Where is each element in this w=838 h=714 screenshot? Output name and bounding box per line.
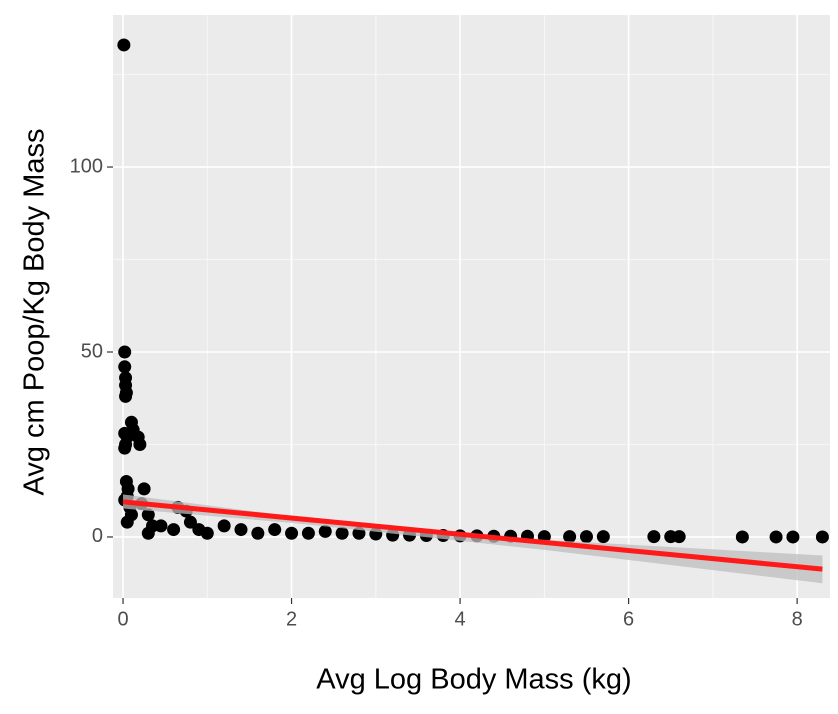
point xyxy=(769,530,783,544)
point xyxy=(200,526,214,540)
panel xyxy=(113,15,830,598)
point xyxy=(672,530,686,544)
point xyxy=(217,519,231,533)
point xyxy=(133,437,147,451)
x-tick-label: 0 xyxy=(117,608,128,630)
point xyxy=(815,530,829,544)
point xyxy=(120,515,134,529)
point xyxy=(786,530,800,544)
y-tick-label: 100 xyxy=(70,155,103,177)
x-tick-label: 4 xyxy=(455,608,466,630)
y-axis-title: Avg cm Poop/Kg Body Mass xyxy=(19,129,51,496)
point xyxy=(154,519,168,533)
point xyxy=(301,526,315,540)
point xyxy=(735,530,749,544)
point xyxy=(234,523,248,537)
point xyxy=(579,530,593,544)
point xyxy=(137,482,151,496)
point xyxy=(118,441,132,455)
point xyxy=(183,515,197,529)
point xyxy=(117,38,131,52)
point xyxy=(268,523,282,537)
y-tick-label: 50 xyxy=(81,340,103,362)
point xyxy=(141,508,155,522)
trend-line xyxy=(122,499,823,572)
x-axis-title: Avg Log Body Mass (kg) xyxy=(316,664,631,696)
confidence-band xyxy=(123,494,823,584)
point xyxy=(141,526,155,540)
point xyxy=(118,360,132,374)
point xyxy=(118,345,132,359)
point xyxy=(596,530,610,544)
y-tick-label: 0 xyxy=(92,525,103,547)
point xyxy=(285,526,299,540)
x-tick-label: 6 xyxy=(623,608,634,630)
point xyxy=(563,530,577,544)
x-tick-label: 8 xyxy=(792,608,803,630)
point xyxy=(647,530,661,544)
point xyxy=(167,523,181,537)
point xyxy=(251,526,265,540)
point xyxy=(318,524,332,538)
point xyxy=(335,526,349,540)
point xyxy=(119,389,133,403)
x-tick-label: 2 xyxy=(286,608,297,630)
